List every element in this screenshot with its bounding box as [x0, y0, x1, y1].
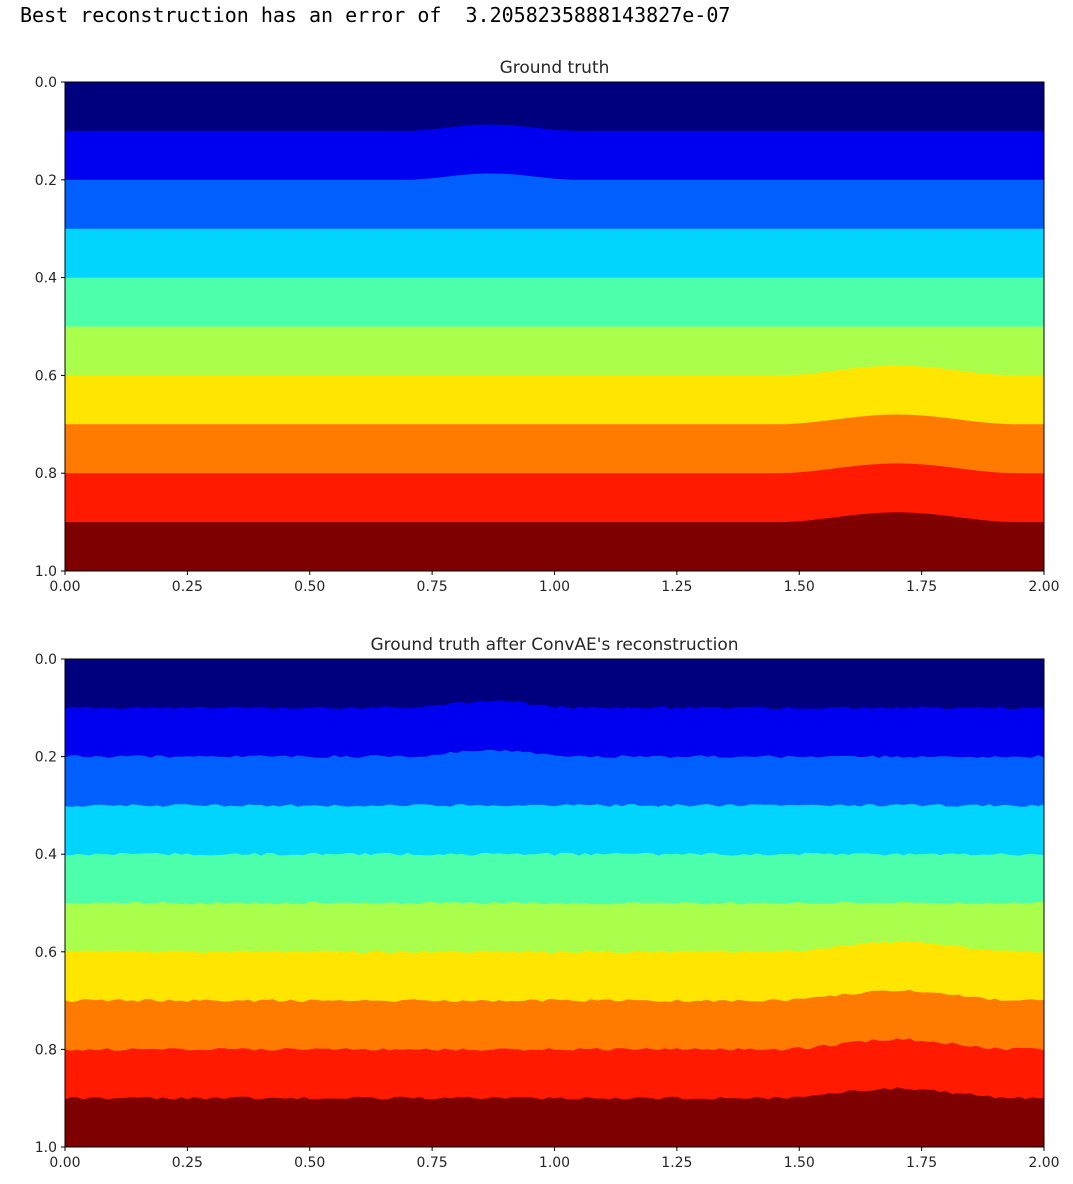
y-tick-label: 0.6 [35, 945, 57, 961]
cell-output-text: Best reconstruction has an error of 3.20… [20, 3, 731, 27]
x-tick-label: 1.50 [784, 579, 815, 595]
x-tick-label: 0.00 [49, 1155, 80, 1171]
x-tick-label: 0.75 [417, 579, 448, 595]
x-tick-label: 0.50 [294, 1155, 325, 1171]
x-tick-label: 1.00 [539, 1155, 570, 1171]
y-tick-label: 0.0 [35, 75, 57, 91]
x-tick-label: 0.00 [49, 579, 80, 595]
x-tick-label: 1.50 [784, 1155, 815, 1171]
x-tick-label: 1.25 [661, 579, 692, 595]
y-tick-label: 1.0 [35, 564, 57, 580]
y-tick-label: 1.0 [35, 1140, 57, 1156]
ground-truth-plot: Ground truth 0.00 0.25 0.50 0.75 1.00 1.25 1.50… [35, 58, 1060, 595]
x-tick-label: 2.00 [1028, 579, 1059, 595]
layers-group [65, 82, 1044, 571]
x-tick-label: 1.00 [539, 579, 570, 595]
x-tick-label: 2.00 [1028, 1155, 1059, 1171]
y-tick-label: 0.6 [35, 368, 57, 384]
reconstruction-plot: Ground truth after ConvAE's reconstructi… [35, 635, 1060, 1171]
x-tick-label: 1.75 [906, 1155, 937, 1171]
plot-title: Ground truth after ConvAE's reconstructi… [370, 635, 738, 655]
x-tick-label: 0.25 [172, 579, 203, 595]
y-tick-label: 0.2 [35, 173, 57, 189]
plot-title: Ground truth [500, 58, 610, 78]
x-tick-label: 0.25 [172, 1155, 203, 1171]
y-tick-label: 0.4 [35, 847, 57, 863]
layers-group [65, 659, 1044, 1147]
x-tick-label: 1.75 [906, 579, 937, 595]
y-tick-label: 0.2 [35, 750, 57, 766]
y-tick-label: 0.0 [35, 652, 57, 668]
y-tick-label: 0.8 [35, 466, 57, 482]
x-tick-label: 0.75 [417, 1155, 448, 1171]
x-tick-label: 0.50 [294, 579, 325, 595]
x-tick-label: 1.25 [661, 1155, 692, 1171]
y-tick-label: 0.4 [35, 271, 57, 287]
layer-band-9 [65, 1087, 1044, 1147]
layer-band-9 [65, 512, 1044, 571]
y-tick-label: 0.8 [35, 1042, 57, 1058]
